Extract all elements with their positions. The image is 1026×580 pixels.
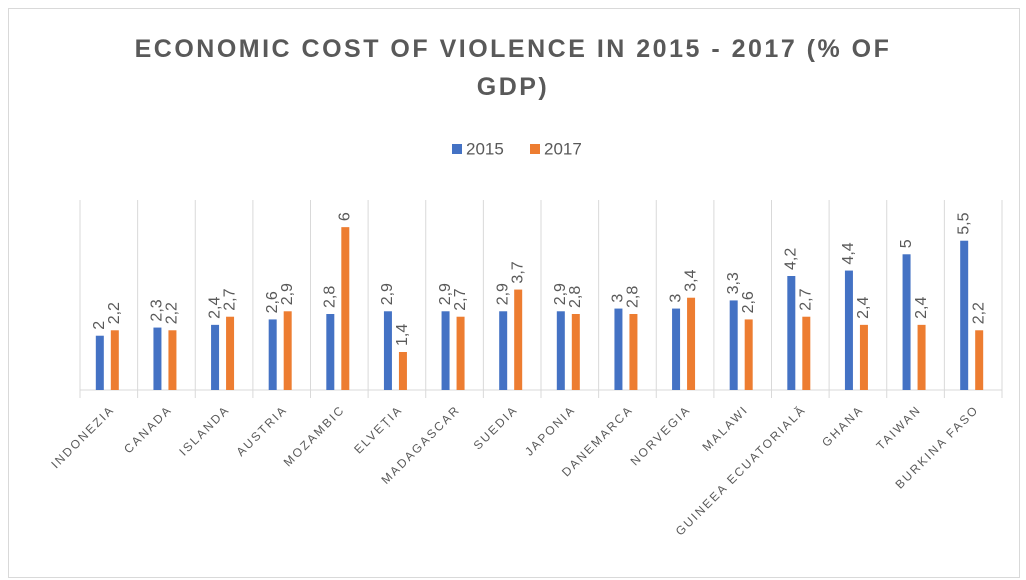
- data-label: 2,9: [494, 283, 511, 305]
- data-label: 2,9: [279, 283, 296, 305]
- data-label: 2,9: [437, 283, 454, 305]
- bar: [226, 316, 235, 390]
- data-label: 2: [91, 321, 108, 330]
- bar: [960, 240, 969, 390]
- bar: [787, 276, 796, 390]
- data-label: 2,9: [379, 283, 396, 305]
- data-label: 2,4: [855, 297, 872, 319]
- data-label: 3,7: [509, 261, 526, 283]
- bar: [844, 270, 853, 390]
- bar: [153, 327, 162, 390]
- data-label: 2,4: [206, 297, 223, 319]
- bar: [902, 254, 911, 390]
- data-label: 5: [898, 239, 915, 248]
- legend-label: 2015: [466, 139, 504, 158]
- data-label: 2,3: [149, 299, 166, 321]
- data-label: 2,9: [552, 283, 569, 305]
- bar: [441, 311, 450, 390]
- data-label: 2,6: [264, 291, 281, 313]
- data-label: 6: [337, 212, 354, 221]
- bar: [917, 324, 926, 390]
- bar: [614, 308, 623, 390]
- data-label: 3: [610, 294, 627, 303]
- bar: [629, 314, 638, 390]
- data-label: 2,8: [322, 286, 339, 308]
- bar: [729, 300, 738, 390]
- data-label: 2,8: [567, 286, 584, 308]
- bar: [95, 335, 104, 390]
- bar: [383, 311, 392, 390]
- legend-swatch: [452, 144, 462, 154]
- bar: [556, 311, 565, 390]
- bar: [514, 289, 523, 390]
- data-label: 2,4: [913, 297, 930, 319]
- data-label: 2,2: [970, 302, 987, 324]
- data-label: 3: [667, 294, 684, 303]
- bar: [802, 316, 811, 390]
- data-label: 2,2: [106, 302, 123, 324]
- data-label: 4,2: [783, 248, 800, 270]
- data-label: 2,7: [221, 288, 238, 310]
- bar: [571, 314, 580, 390]
- bar: [672, 308, 681, 390]
- data-label: 2,7: [452, 288, 469, 310]
- bar: [110, 330, 119, 390]
- bar: [859, 324, 868, 390]
- data-label: 2,7: [798, 288, 815, 310]
- data-label: 3,3: [725, 272, 742, 294]
- data-label: 4,4: [840, 242, 857, 264]
- bar: [211, 324, 220, 390]
- bar: [975, 330, 984, 390]
- data-label: 2,8: [625, 286, 642, 308]
- legend-swatch: [530, 144, 540, 154]
- bar: [687, 297, 696, 390]
- bar: [744, 319, 753, 390]
- bar: [499, 311, 508, 390]
- legend-label: 2017: [544, 139, 582, 158]
- bar: [398, 352, 407, 390]
- data-label: 2,6: [740, 291, 757, 313]
- data-label: 1,4: [394, 324, 411, 346]
- data-label: 5,5: [955, 212, 972, 234]
- data-label: 3,4: [682, 269, 699, 291]
- bar: [268, 319, 277, 390]
- bar: [456, 316, 465, 390]
- chart-title: ECONOMIC COST OF VIOLENCE IN 2015 - 2017…: [134, 35, 892, 101]
- bar: [326, 314, 335, 390]
- data-label: 2,2: [164, 302, 181, 324]
- bar: [168, 330, 177, 390]
- bar: [341, 227, 350, 390]
- bar: [283, 311, 292, 390]
